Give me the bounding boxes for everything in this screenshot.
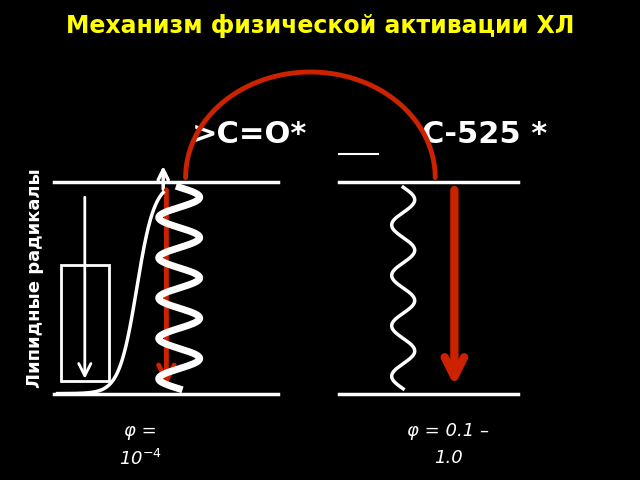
Text: Механизм физической активации ХЛ: Механизм физической активации ХЛ xyxy=(66,14,574,38)
Text: >C=O*: >C=O* xyxy=(192,120,307,149)
Text: φ =: φ = xyxy=(124,422,157,441)
Text: φ = 0.1 –: φ = 0.1 – xyxy=(407,422,489,441)
Text: 10$^{-4}$: 10$^{-4}$ xyxy=(119,449,163,469)
Text: Липидные радикалы: Липидные радикалы xyxy=(26,168,44,388)
Text: 1.0: 1.0 xyxy=(434,449,462,467)
Text: С-525 *: С-525 * xyxy=(422,120,548,149)
Bar xyxy=(61,265,109,381)
